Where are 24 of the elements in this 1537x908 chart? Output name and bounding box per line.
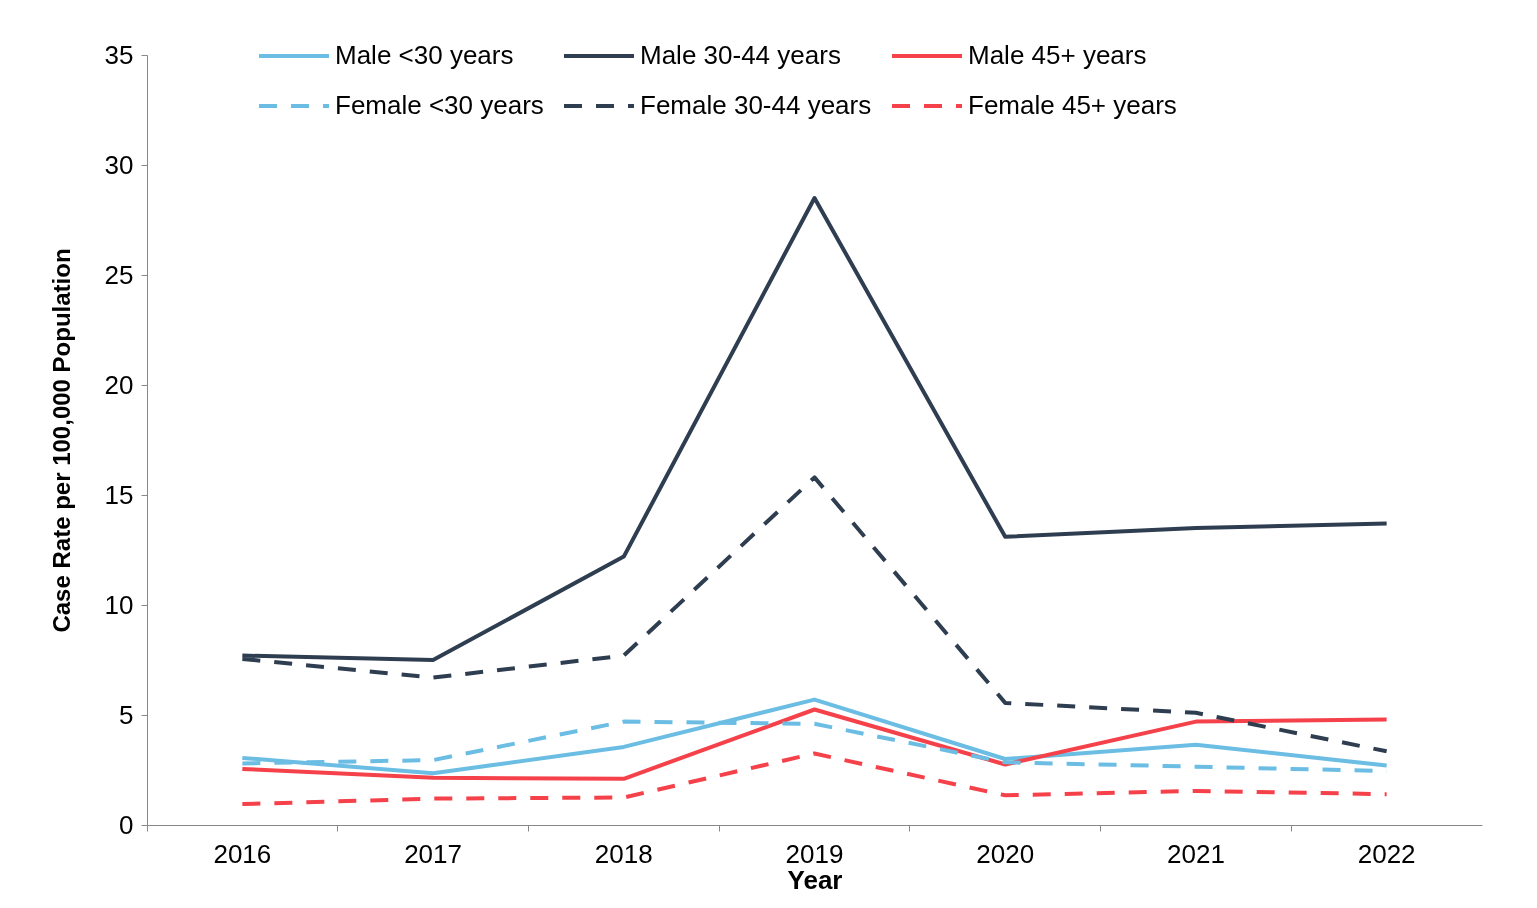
line-series — [240, 707, 1389, 781]
legend-label: Male <30 years — [335, 40, 514, 70]
y-tick-label: 20 — [104, 369, 134, 400]
line-series — [240, 751, 1389, 807]
x-tick-label: 2017 — [404, 838, 462, 869]
legend-label: Female 30-44 years — [640, 90, 872, 120]
x-tick-label: 2021 — [1167, 838, 1225, 869]
y-tick-label: 10 — [104, 589, 134, 620]
legend-label: Female 45+ years — [968, 90, 1177, 120]
x-tick-label: 2020 — [976, 838, 1035, 869]
x-tick-label: 2022 — [1357, 838, 1416, 869]
legend-label: Female <30 years — [335, 90, 544, 120]
y-tick-label: 25 — [104, 259, 134, 290]
x-tick-label: 2016 — [213, 838, 272, 869]
y-axis-title: Case Rate per 100,000 Population — [47, 248, 75, 633]
y-tick-label: 30 — [104, 149, 134, 180]
y-tick-label: 5 — [119, 699, 134, 730]
legend-label: Male 45+ years — [968, 40, 1147, 70]
line-series — [240, 697, 1389, 776]
y-tick-label: 15 — [104, 479, 134, 510]
y-tick-label: 35 — [104, 39, 134, 70]
legend-label: Male 30-44 years — [640, 40, 841, 70]
y-tick-label: 0 — [119, 809, 134, 840]
x-tick-label: 2018 — [594, 838, 653, 869]
